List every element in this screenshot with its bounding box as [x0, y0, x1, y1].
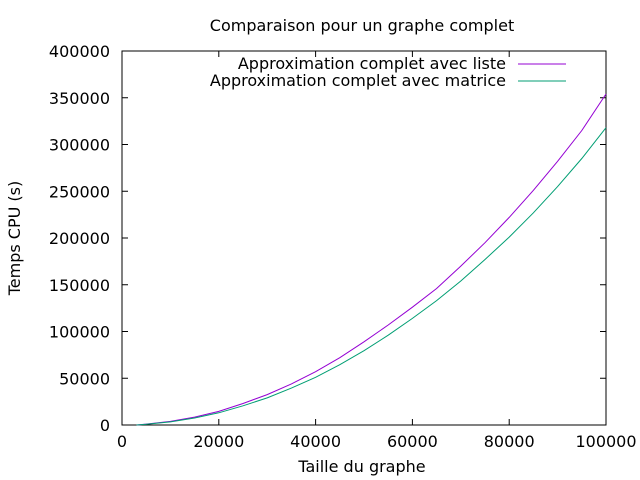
x-tick-label: 80000 [484, 432, 535, 451]
x-tick-label: 100000 [575, 432, 636, 451]
plot-frame [121, 50, 607, 426]
x-tick-label: 40000 [290, 432, 341, 451]
series-lines [136, 93, 607, 426]
y-tick-label: 0 [100, 416, 110, 435]
x-tick-label: 20000 [193, 432, 244, 451]
x-axis-label: Taille du graphe [297, 457, 425, 476]
y-tick-label: 400000 [49, 42, 110, 61]
y-tick-label: 100000 [49, 323, 110, 342]
y-axis-ticks: 0 50000 100000 150000 200000 250000 300000 3500… [49, 42, 606, 435]
y-axis-label: Temps CPU (s) [5, 181, 24, 297]
y-tick-label: 50000 [59, 369, 110, 388]
y-tick-label: 250000 [49, 182, 110, 201]
x-axis-ticks: 0 20000 40000 60000 80000 100000 [117, 51, 637, 451]
legend-label-1: Approximation complet avec liste [238, 54, 506, 73]
x-tick-label: 60000 [387, 432, 438, 451]
y-tick-label: 350000 [49, 89, 110, 108]
legend-label-2: Approximation complet avec matrice [210, 71, 506, 90]
x-tick-label: 0 [117, 432, 127, 451]
series-line-1 [136, 93, 607, 426]
y-tick-label: 150000 [49, 276, 110, 295]
y-tick-label: 200000 [49, 229, 110, 248]
legend: Approximation complet avec listeApproxim… [210, 54, 566, 90]
chart-title: Comparaison pour un graphe complet [210, 16, 514, 35]
y-tick-label: 300000 [49, 136, 110, 155]
series-line-2 [136, 127, 607, 426]
